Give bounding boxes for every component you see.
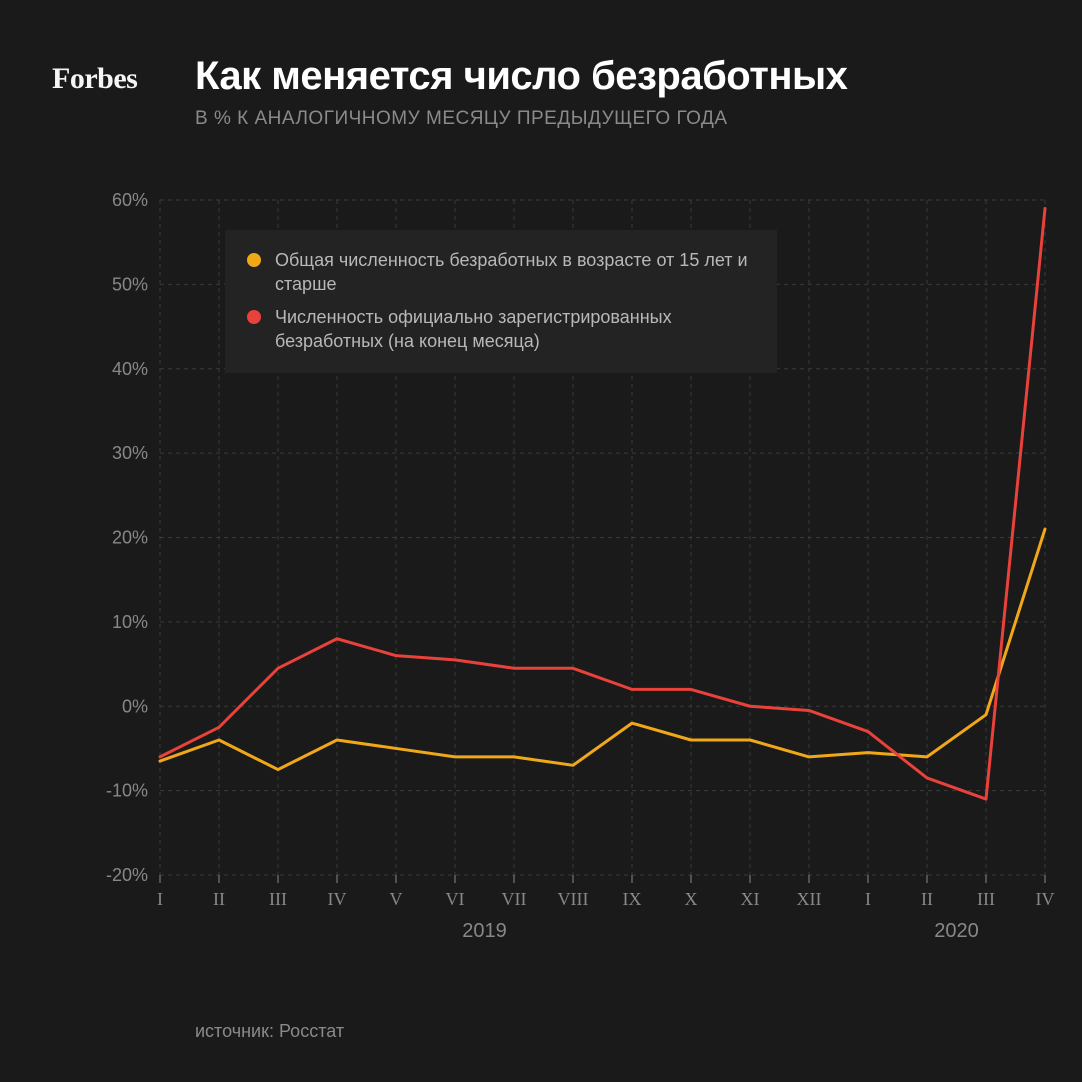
svg-text:VIII: VIII [558,889,589,909]
svg-text:I: I [865,889,871,909]
svg-text:IV: IV [1036,889,1055,909]
svg-text:II: II [921,889,933,909]
svg-text:2019: 2019 [462,920,507,942]
svg-text:60%: 60% [112,190,148,210]
svg-text:30%: 30% [112,443,148,463]
legend-dot-icon [247,310,261,324]
unemployment-chart: -20%-10%0%10%20%30%40%50%60%IIIIIIIVVVIV… [95,190,1055,970]
svg-text:-20%: -20% [106,865,148,885]
svg-text:I: I [157,889,163,909]
legend-dot-icon [247,253,261,267]
svg-text:40%: 40% [112,359,148,379]
svg-text:10%: 10% [112,612,148,632]
svg-text:0%: 0% [122,696,148,716]
legend-item: Численность официально зарегистрированны… [247,305,755,354]
svg-text:20%: 20% [112,528,148,548]
svg-text:III: III [269,889,287,909]
svg-text:VII: VII [502,889,527,909]
legend-item: Общая численность безработных в возрасте… [247,248,755,297]
svg-text:IV: IV [328,889,347,909]
page-subtitle: В % К АНАЛОГИЧНОМУ МЕСЯЦУ ПРЕДЫДУЩЕГО ГО… [195,108,728,130]
svg-text:XI: XI [741,889,760,909]
svg-text:IX: IX [623,889,642,909]
svg-text:X: X [685,889,698,909]
svg-text:-10%: -10% [106,781,148,801]
svg-text:II: II [213,889,225,909]
forbes-logo: Forbes [52,62,137,96]
legend-text: Численность официально зарегистрированны… [275,305,755,354]
svg-text:50%: 50% [112,274,148,294]
svg-text:2020: 2020 [934,920,979,942]
svg-text:XII: XII [797,889,822,909]
page-title: Как меняется число безработных [195,54,847,99]
svg-text:III: III [977,889,995,909]
chart-legend: Общая численность безработных в возрасте… [225,230,777,373]
svg-text:VI: VI [446,889,465,909]
source-label: источник: Росстат [195,1021,344,1042]
legend-text: Общая численность безработных в возрасте… [275,248,755,297]
svg-text:V: V [390,889,403,909]
